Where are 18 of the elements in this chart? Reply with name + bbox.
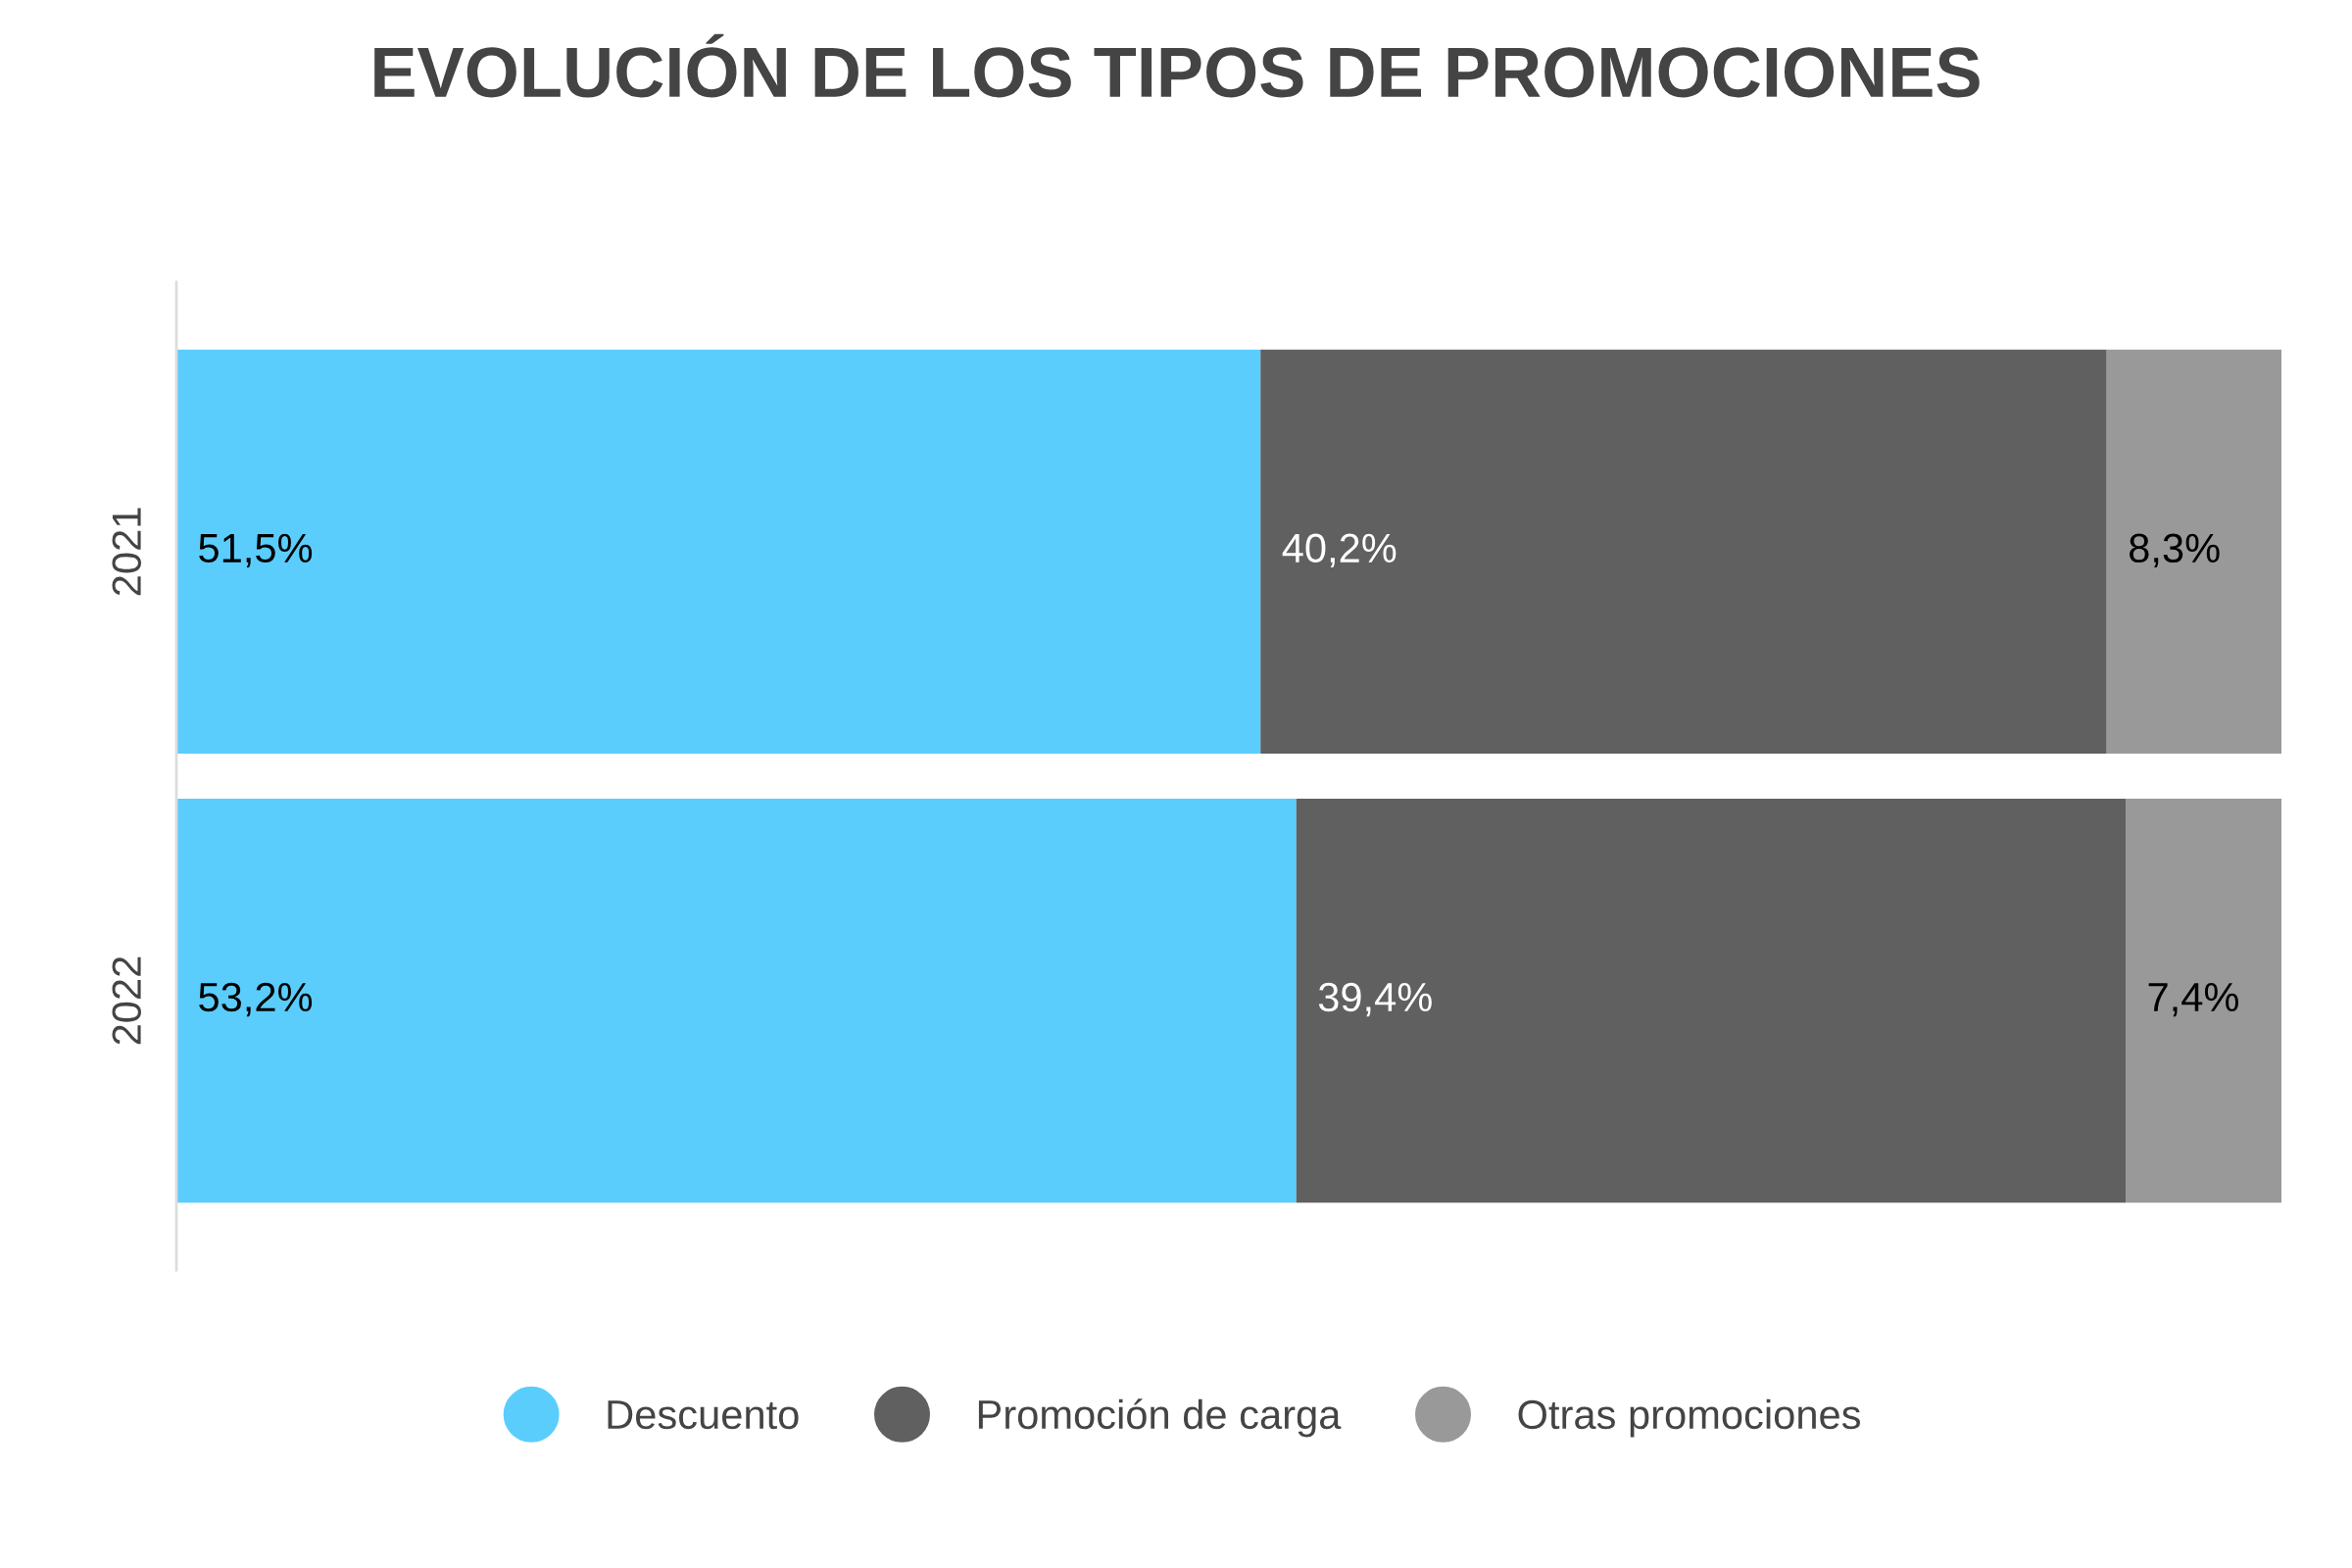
legend-label: Promoción de carga <box>978 1398 1342 1438</box>
y-tick-label: 2021 <box>112 508 141 596</box>
data-label: 51,5% <box>199 533 313 568</box>
legend-label: Descuento <box>608 1400 799 1430</box>
data-label: 40,2% <box>1282 533 1396 568</box>
bar <box>176 349 1261 755</box>
bar <box>176 798 1297 1203</box>
data-label: 53,2% <box>199 982 313 1017</box>
data-label: 8,3% <box>2130 533 2220 568</box>
bar <box>2106 349 2281 755</box>
data-label: 7,4% <box>2148 982 2239 1017</box>
y-tick-label: 2022 <box>112 956 141 1045</box>
bar <box>1296 798 2127 1203</box>
bar <box>1260 349 2107 755</box>
bar <box>2126 798 2281 1203</box>
chart-title: EVOLUCIÓN DE LOS TIPOS DE PROMOCIONES <box>374 33 1980 98</box>
data-label: 39,4% <box>1318 982 1432 1017</box>
legend-label: Otras promociones <box>1518 1398 1861 1438</box>
